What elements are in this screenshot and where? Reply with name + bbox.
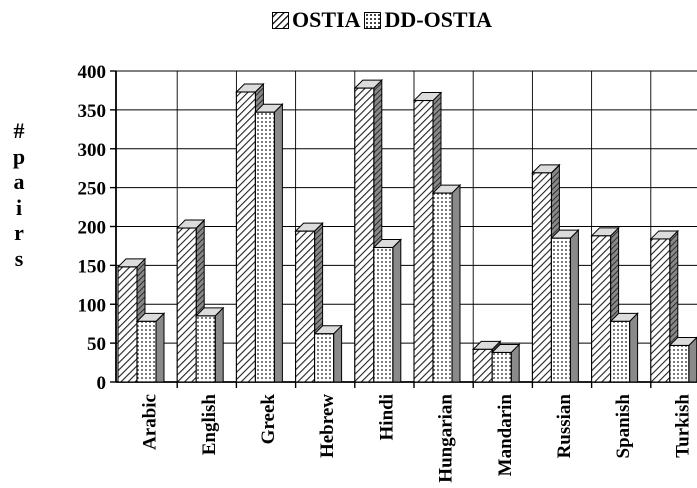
y-axis-label-char: i [15,194,23,220]
bar-dd-ostia-english [195,315,216,383]
legend-swatch-hatch [272,11,289,29]
y-tick-label: 0 [97,373,107,394]
y-axis-label-char: a [13,169,25,194]
legend-label-dd-ostia: DD-OSTIA [384,7,493,32]
bar-side-dots [155,312,165,383]
x-tick-label: English [199,394,220,456]
x-tick-label: Spanish [613,394,634,459]
bar-ostia-russian [531,172,552,383]
bar-side-dots [273,103,283,383]
bar-ostia-hungarian [413,99,434,383]
bar-ostia-mandarin [472,348,493,383]
y-axis-label-char: p [12,143,26,169]
y-tick-label: 50 [87,334,106,355]
x-tick-label: Turkish [672,394,693,458]
y-tick-label: 100 [78,295,107,316]
x-tick-label: Hebrew [317,394,338,458]
bar-side-dots [451,183,461,383]
bar-dd-ostia-hebrew [314,333,335,383]
bar-ostia-hebrew [295,230,316,383]
bar-ostia-hindi [354,87,375,383]
y-axis-label: # p a i r s [6,118,32,271]
bar-dd-ostia-hindi [373,246,394,383]
bar-dd-ostia-arabic [136,320,157,383]
y-tick-label: 200 [78,218,107,239]
legend-item-dd-ostia: DD-OSTIA [364,7,492,33]
bar-ostia-spanish [591,235,612,383]
y-tick-label: 250 [78,179,107,200]
y-tick-label: 150 [78,256,107,277]
y-axis-label-char: s [14,245,24,271]
legend-label-ostia: OSTIA [292,7,361,32]
x-tick-label: Hindi [376,394,397,440]
x-tick-label: Russian [554,394,575,459]
x-tick-label: Greek [258,394,279,445]
x-tick-label: Hungarian [436,394,457,483]
bar-side-dots [333,324,343,383]
x-tick-label: Mandarin [495,394,516,477]
bar-dd-ostia-turkish [669,344,690,383]
y-tick-label: 400 [78,62,107,83]
bar-dd-ostia-hungarian [432,192,453,383]
bar-side-dots [569,228,579,383]
bar-dd-ostia-mandarin [491,351,512,383]
bar-side-dots [214,306,224,383]
bar-ostia-english [176,227,197,383]
y-tick-label: 300 [78,140,107,161]
y-tick-label: 350 [78,101,107,122]
bar-side-dots [629,312,639,383]
bar-ostia-greek [235,91,256,383]
y-axis-label-char: r [14,220,24,245]
bar-dd-ostia-spanish [610,320,631,383]
bar-ostia-turkish [650,238,671,383]
bar-dd-ostia-russian [550,237,571,383]
bar-dd-ostia-greek [254,111,275,383]
bar-side-dots [392,238,402,383]
axis-labels: 0 50 100 150 200 250 300 350 400 Arabic English Gre… [78,62,694,483]
y-axis-label-char: # [13,118,25,143]
legend-item-ostia: OSTIA [272,7,360,33]
bars [116,78,697,383]
bar-ostia-arabic [117,266,138,383]
legend-swatch-dots [364,11,382,29]
x-tick-label: Arabic [140,394,161,450]
legend: OSTIA DD-OSTIA [272,6,496,34]
